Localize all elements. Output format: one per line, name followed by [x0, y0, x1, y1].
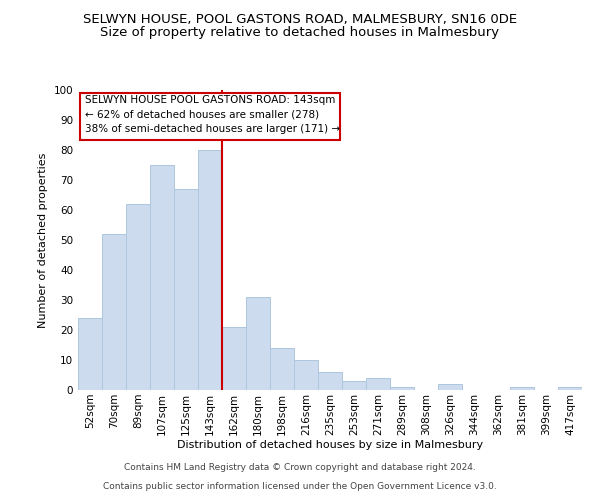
Text: Contains public sector information licensed under the Open Government Licence v3: Contains public sector information licen…: [103, 482, 497, 491]
Bar: [126, 204, 150, 390]
Bar: [438, 384, 462, 390]
Bar: [222, 327, 246, 390]
Bar: [78, 318, 102, 390]
Bar: [246, 297, 270, 390]
X-axis label: Distribution of detached houses by size in Malmesbury: Distribution of detached houses by size …: [177, 440, 483, 450]
Bar: [198, 150, 222, 390]
Text: Size of property relative to detached houses in Malmesbury: Size of property relative to detached ho…: [100, 26, 500, 39]
Text: ← 62% of detached houses are smaller (278): ← 62% of detached houses are smaller (27…: [85, 110, 319, 120]
Text: Contains HM Land Registry data © Crown copyright and database right 2024.: Contains HM Land Registry data © Crown c…: [124, 464, 476, 472]
Bar: [366, 378, 390, 390]
Bar: [318, 372, 342, 390]
Bar: [294, 360, 318, 390]
Text: 38% of semi-detached houses are larger (171) →: 38% of semi-detached houses are larger (…: [85, 124, 340, 134]
Bar: [510, 387, 534, 390]
Bar: [270, 348, 294, 390]
Bar: [390, 387, 414, 390]
Y-axis label: Number of detached properties: Number of detached properties: [38, 152, 48, 328]
Bar: [150, 165, 174, 390]
Bar: [342, 381, 366, 390]
FancyBboxPatch shape: [80, 93, 340, 140]
Bar: [558, 387, 582, 390]
Bar: [102, 234, 126, 390]
Bar: [174, 189, 198, 390]
Text: SELWYN HOUSE, POOL GASTONS ROAD, MALMESBURY, SN16 0DE: SELWYN HOUSE, POOL GASTONS ROAD, MALMESB…: [83, 12, 517, 26]
Text: SELWYN HOUSE POOL GASTONS ROAD: 143sqm: SELWYN HOUSE POOL GASTONS ROAD: 143sqm: [85, 96, 335, 106]
